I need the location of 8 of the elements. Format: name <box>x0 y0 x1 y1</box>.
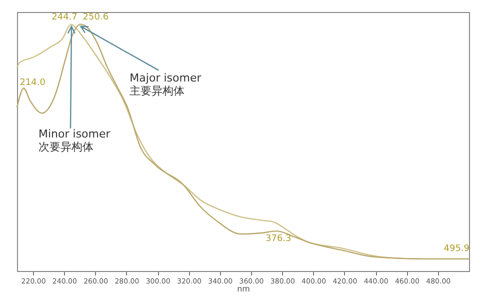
annotation: 376.3 <box>266 234 292 244</box>
annotation: 495.9 <box>444 244 470 254</box>
annotation: 250.6 <box>82 12 109 22</box>
annotation: Major isomer 主要异构体 <box>130 71 202 98</box>
annotation: 214.0 <box>20 78 46 88</box>
annotation: Minor isomer 次要异构体 <box>38 127 111 154</box>
annotation: 244.7 <box>52 12 78 22</box>
x-axis-title: nm <box>237 284 250 294</box>
